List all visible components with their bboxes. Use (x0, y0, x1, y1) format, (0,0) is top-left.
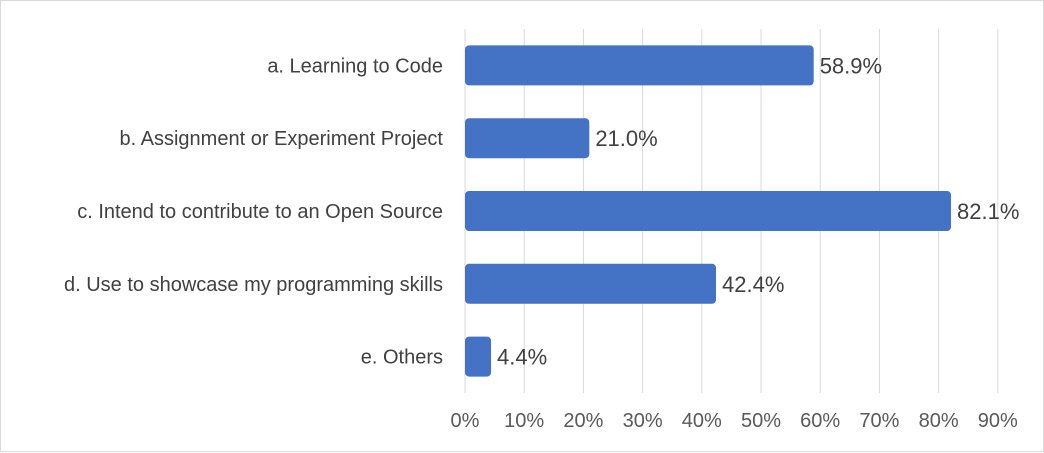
x-tick-label: 20% (563, 410, 603, 432)
bar (465, 336, 492, 377)
x-tick-label: 60% (800, 410, 840, 432)
data-label: 4.4% (497, 345, 547, 370)
bar (465, 191, 952, 231)
data-labels: 58.9% 21.0% 82.1% 42.4% 4.4% (497, 53, 1019, 369)
x-tick-label: 80% (919, 410, 959, 432)
bars (465, 45, 952, 377)
category-label: e. Others (361, 347, 443, 369)
x-tick-label: 10% (504, 410, 544, 432)
bar (465, 118, 590, 159)
x-tick-label: 0% (451, 410, 480, 432)
category-label: a. Learning to Code (267, 55, 443, 77)
category-label: b. Assignment or Experiment Project (120, 128, 444, 150)
data-label: 21.0% (595, 126, 657, 151)
data-label: 58.9% (820, 53, 882, 78)
x-tick-label: 90% (978, 410, 1018, 432)
category-label: d. Use to showcase my programming skills (64, 274, 443, 296)
x-tick-label: 30% (623, 410, 663, 432)
x-tick-label: 50% (741, 410, 781, 432)
x-tick-label: 70% (859, 410, 899, 432)
bar (465, 45, 814, 86)
data-label: 82.1% (957, 199, 1019, 224)
x-axis-tick-labels: 0% 10% 20% 30% 40% 50% 60% 70% 80% 90% (451, 410, 1018, 432)
data-label: 42.4% (722, 272, 784, 297)
category-label: c. Intend to contribute to an Open Sourc… (77, 201, 443, 223)
bar (465, 263, 717, 304)
category-labels: a. Learning to Code b. Assignment or Expe… (64, 55, 443, 368)
x-tick-label: 40% (682, 410, 722, 432)
